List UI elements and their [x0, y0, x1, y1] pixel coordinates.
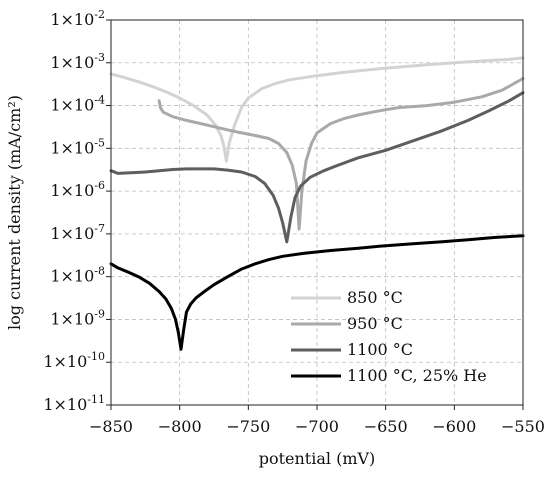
y-tick-label: 1×10-6: [50, 179, 105, 200]
x-tick-label: −650: [364, 417, 408, 436]
x-tick-label: −800: [158, 417, 202, 436]
grid: [110, 19, 524, 406]
series-line-4: [109, 234, 525, 351]
y-axis-title: log current density (mA/cm²): [5, 95, 24, 330]
series-line-3: [109, 91, 525, 244]
legend-label-2: 950 °C: [347, 314, 403, 333]
y-tick-label: 1×10-11: [43, 393, 105, 414]
x-tick-label: −550: [501, 417, 545, 436]
series-line-1: [109, 56, 525, 163]
y-tick-label: 1×10-9: [50, 307, 105, 328]
x-axis-title: potential (mV): [259, 449, 376, 468]
y-tick-label: 1×10-2: [50, 8, 105, 29]
legend-label-4: 1100 °C, 25% He: [347, 366, 487, 385]
y-tick-label: 1×10-4: [50, 94, 105, 115]
x-tick-label: −850: [89, 417, 133, 436]
y-tick-label: 1×10-8: [50, 265, 105, 286]
y-tick-label: 1×10-5: [50, 136, 105, 157]
y-tick-label: 1×10-10: [43, 350, 105, 371]
legend-label-1: 850 °C: [347, 288, 403, 307]
x-tick-label: −750: [226, 417, 270, 436]
x-tick-label: −600: [432, 417, 476, 436]
legend: 850 °C 950 °C 1100 °C 1100 °C, 25% He: [291, 288, 487, 385]
y-tick-label: 1×10-7: [50, 222, 105, 243]
x-tick-label: −700: [295, 417, 339, 436]
series-lines: [109, 56, 525, 351]
legend-label-3: 1100 °C: [347, 340, 413, 359]
series-line-2: [157, 77, 525, 231]
x-axis-ticks: −850 −800 −750 −700 −650 −600 −550: [89, 405, 545, 436]
y-tick-label: 1×10-3: [50, 51, 105, 72]
y-axis-ticks: 1×10-2 1×10-3 1×10-4 1×10-5 1×10-6 1×10-7 1×10…: [43, 8, 111, 414]
